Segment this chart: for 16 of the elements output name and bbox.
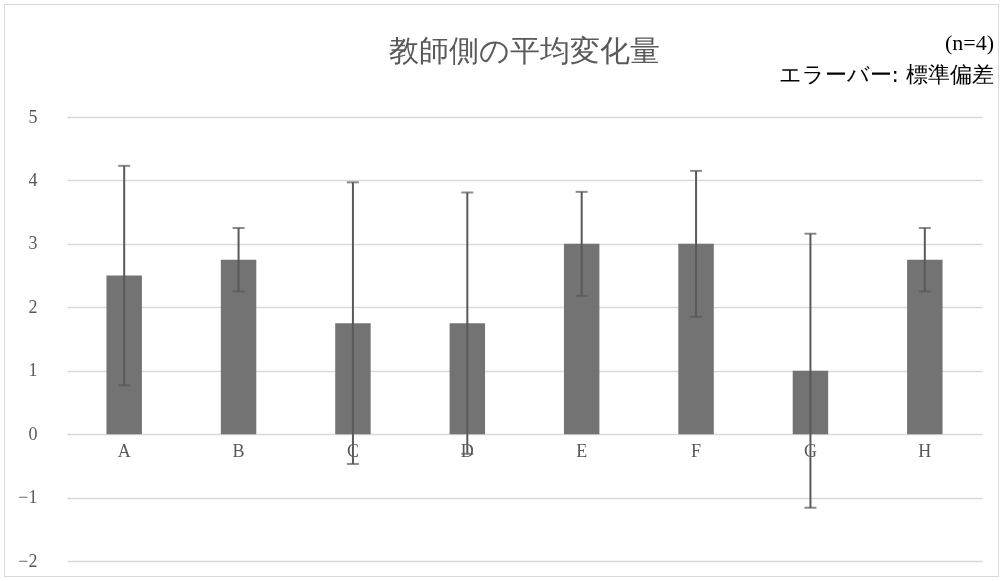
- chart-title: 教師側の平均変化量: [389, 33, 660, 68]
- y-tick-label: 1: [28, 360, 38, 381]
- x-tick-label: B: [232, 440, 245, 461]
- y-tick-label: 3: [28, 233, 38, 254]
- x-tick-label: A: [117, 440, 131, 461]
- y-tick-label: 4: [28, 169, 38, 190]
- y-tick-label: −2: [18, 550, 38, 571]
- x-tick-label: F: [691, 440, 702, 461]
- y-tick-label: 0: [28, 423, 38, 444]
- y-tick-label: 5: [28, 106, 38, 127]
- text: エラーバー: 標準偏差: [778, 62, 994, 87]
- y-tick-label: −1: [18, 487, 38, 508]
- x-tick-label: H: [918, 440, 932, 461]
- x-tick-label: E: [576, 440, 588, 461]
- text: (n=4): [944, 30, 994, 55]
- y-tick-label: 2: [28, 296, 38, 317]
